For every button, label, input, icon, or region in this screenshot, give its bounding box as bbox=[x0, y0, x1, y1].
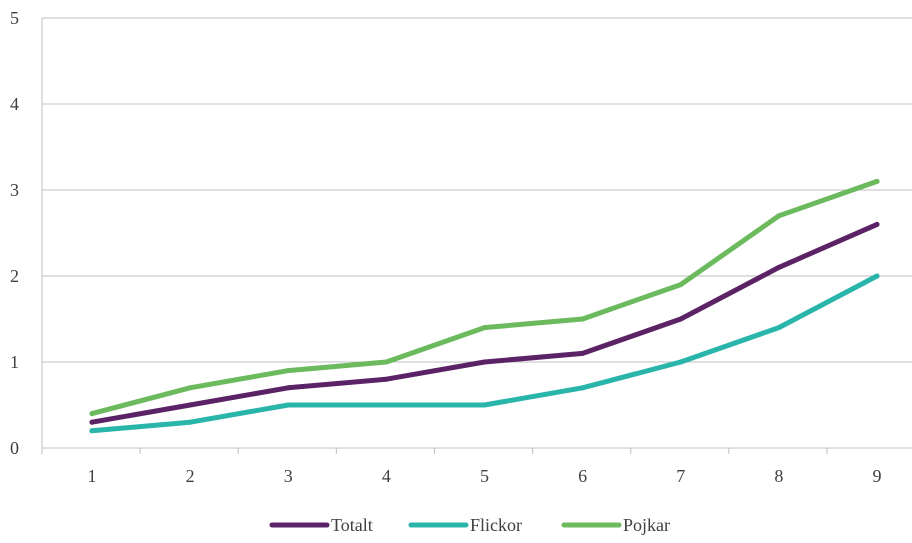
data-point bbox=[580, 385, 586, 391]
data-point bbox=[383, 402, 389, 408]
data-point bbox=[383, 359, 389, 365]
data-point bbox=[776, 213, 782, 219]
data-point bbox=[89, 411, 95, 417]
series-lines bbox=[89, 178, 880, 434]
data-point bbox=[285, 385, 291, 391]
x-tick-label: 3 bbox=[284, 466, 293, 486]
x-tick-label: 9 bbox=[873, 466, 882, 486]
legend-label: Pojkar bbox=[623, 515, 670, 535]
y-tick-label: 0 bbox=[10, 438, 19, 458]
x-tick-label: 7 bbox=[676, 466, 685, 486]
legend: Totalt Flickor Pojkar bbox=[269, 515, 670, 535]
data-point bbox=[776, 325, 782, 331]
data-point bbox=[187, 385, 193, 391]
y-tick-label: 3 bbox=[10, 180, 19, 200]
data-point bbox=[874, 273, 880, 279]
data-point bbox=[187, 402, 193, 408]
y-tick-label: 2 bbox=[10, 266, 19, 286]
legend-label: Flickor bbox=[470, 515, 522, 535]
y-tick-label: 4 bbox=[10, 94, 19, 114]
data-point bbox=[89, 428, 95, 434]
data-point bbox=[874, 221, 880, 227]
axes: 0 1 2 3 4 5 1 2 3 4 5 6 7 8 9 bbox=[10, 8, 912, 486]
y-tick-label: 5 bbox=[10, 8, 19, 28]
data-point bbox=[776, 264, 782, 270]
series-line-pojkar bbox=[89, 178, 880, 417]
series-line-flickor bbox=[89, 273, 880, 434]
data-point bbox=[89, 419, 95, 425]
data-point bbox=[285, 368, 291, 374]
data-point bbox=[285, 402, 291, 408]
y-tick-label: 1 bbox=[10, 352, 19, 372]
data-point bbox=[678, 282, 684, 288]
legend-label: Totalt bbox=[331, 515, 373, 535]
series-line-totalt bbox=[89, 221, 880, 425]
data-point bbox=[580, 316, 586, 322]
x-tick-label: 1 bbox=[88, 466, 97, 486]
data-point bbox=[678, 316, 684, 322]
data-point bbox=[383, 376, 389, 382]
x-tick-label: 6 bbox=[578, 466, 587, 486]
data-point bbox=[482, 402, 487, 408]
x-tick-label: 2 bbox=[186, 466, 195, 486]
gridlines bbox=[42, 17, 912, 363]
data-point bbox=[678, 359, 684, 365]
x-tick-label: 8 bbox=[774, 466, 783, 486]
data-point bbox=[580, 350, 586, 356]
data-point bbox=[874, 178, 880, 184]
data-point bbox=[187, 419, 193, 425]
x-tick-label: 4 bbox=[382, 466, 391, 486]
data-point bbox=[482, 359, 487, 365]
x-tick-label: 5 bbox=[480, 466, 489, 486]
data-point bbox=[482, 325, 487, 331]
